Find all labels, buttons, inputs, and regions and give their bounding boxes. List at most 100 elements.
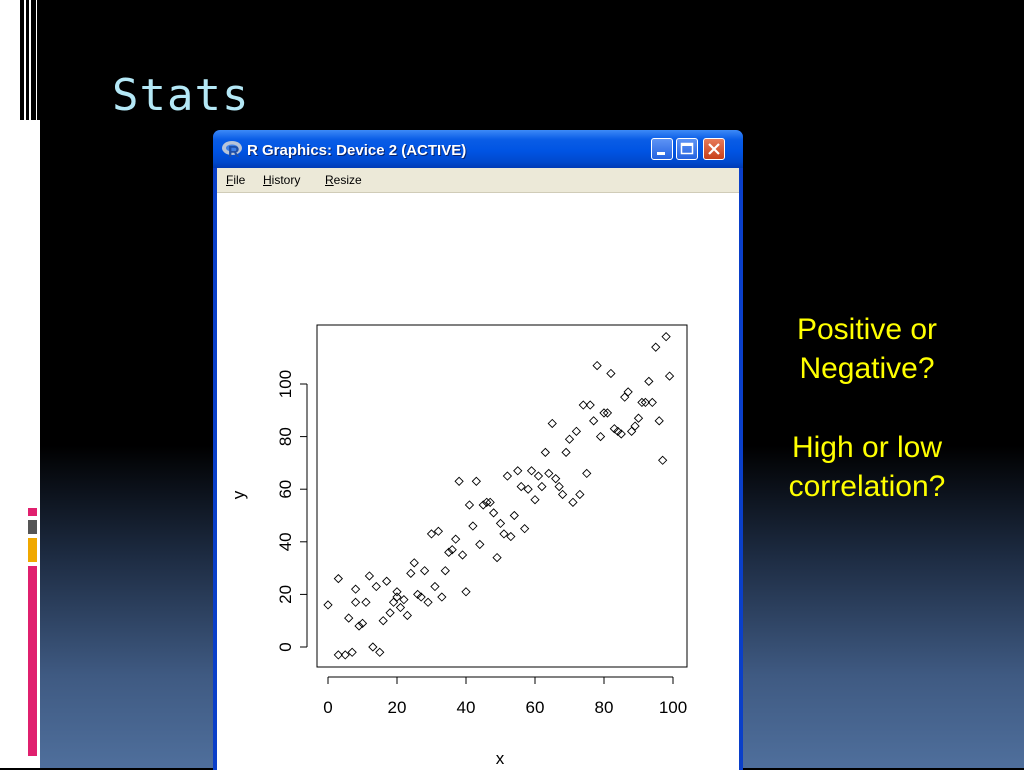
x-tick-label: 0: [323, 698, 332, 717]
data-point: [537, 481, 547, 492]
data-point: [485, 497, 495, 507]
data-point: [323, 600, 333, 610]
data-point: [578, 400, 588, 410]
data-point: [371, 581, 381, 592]
question-strength: High or low correlation?: [788, 431, 946, 503]
data-point: [602, 408, 613, 418]
data-point: [406, 568, 416, 578]
close-icon: [708, 143, 720, 155]
data-point: [664, 371, 675, 381]
window-titlebar[interactable]: R R Graphics: Device 2 (ACTIVE): [213, 130, 743, 168]
data-point: [413, 589, 423, 600]
y-tick-label: 20: [276, 585, 295, 604]
data-point: [392, 592, 402, 602]
data-point: [333, 573, 343, 584]
data-point: [492, 552, 502, 563]
data-point: [409, 558, 419, 568]
data-point: [651, 342, 661, 352]
x-tick-label: 60: [526, 698, 545, 717]
data-point: [354, 621, 364, 631]
y-tick-label: 60: [276, 480, 295, 499]
data-point: [416, 592, 426, 602]
svg-text:R: R: [228, 144, 240, 159]
data-point: [557, 489, 568, 500]
data-point: [440, 566, 450, 576]
data-point: [523, 484, 533, 494]
data-point: [502, 471, 513, 481]
data-point: [595, 431, 606, 442]
x-tick-label: 40: [457, 698, 476, 717]
data-point: [623, 387, 633, 397]
y-tick-label: 40: [276, 532, 295, 551]
data-point: [368, 642, 378, 652]
data-point: [433, 526, 444, 536]
data-point: [333, 650, 343, 660]
data-point: [620, 392, 630, 402]
data-point: [361, 597, 371, 607]
data-point: [495, 518, 506, 529]
menu-history[interactable]: History: [263, 173, 301, 187]
y-tick-label: 100: [276, 370, 295, 398]
data-point: [340, 650, 350, 660]
slide-left-strip: [0, 0, 40, 768]
x-tick-label: 20: [388, 698, 407, 717]
data-point: [357, 618, 368, 628]
data-point: [609, 424, 619, 434]
data-point: [547, 418, 557, 429]
data-point: [471, 476, 481, 486]
minimize-button[interactable]: [651, 138, 673, 160]
menu-resize[interactable]: Resize: [325, 173, 362, 187]
data-point: [637, 397, 647, 408]
data-point: [640, 397, 651, 408]
x-axis: 0 20 40 60 80 100: [323, 676, 687, 717]
y-tick-label: 0: [276, 642, 295, 651]
data-point: [447, 545, 457, 555]
data-point: [437, 592, 447, 602]
data-point: [613, 426, 623, 436]
data-point: [554, 481, 564, 492]
data-point: [478, 500, 488, 510]
data-point: [599, 408, 609, 418]
plot-box: [316, 324, 688, 668]
data-point: [475, 539, 485, 550]
data-point: [644, 376, 654, 387]
data-points: [323, 332, 675, 660]
data-point: [344, 613, 354, 623]
data-point: [454, 476, 464, 486]
data-point: [520, 524, 530, 534]
data-point: [464, 500, 475, 510]
data-point: [647, 397, 657, 408]
data-point: [426, 529, 437, 539]
data-point: [526, 466, 537, 476]
data-point: [399, 595, 409, 605]
data-point: [402, 610, 412, 621]
question-block: Positive or Negative? High or low correl…: [748, 310, 986, 506]
decorative-accent-bars: [28, 508, 40, 758]
data-point: [382, 576, 392, 586]
data-point: [533, 471, 544, 481]
data-point: [350, 597, 361, 607]
data-point: [589, 416, 599, 426]
scatter-plot: 0 20 40 60 80 100 0 20 40 60 80 100 x y: [229, 324, 688, 768]
maximize-button[interactable]: [676, 138, 698, 160]
close-button[interactable]: [703, 138, 725, 160]
data-point: [378, 616, 388, 626]
data-point: [388, 597, 399, 607]
data-point: [561, 447, 571, 458]
data-point: [499, 529, 509, 539]
y-axis: 0 20 40 60 80 100: [276, 370, 308, 652]
data-point: [606, 368, 616, 379]
x-tick-label: 100: [659, 698, 687, 717]
window-title: R Graphics: Device 2 (ACTIVE): [247, 142, 467, 159]
data-point: [513, 466, 523, 476]
menu-file[interactable]: File: [226, 173, 246, 187]
data-point: [654, 416, 664, 426]
data-point: [430, 581, 440, 592]
x-tick-label: 80: [595, 698, 614, 717]
data-point: [461, 587, 471, 597]
data-point: [392, 587, 402, 597]
data-point: [375, 647, 385, 657]
data-point: [468, 521, 478, 531]
data-point: [444, 547, 454, 557]
data-point: [544, 468, 554, 479]
